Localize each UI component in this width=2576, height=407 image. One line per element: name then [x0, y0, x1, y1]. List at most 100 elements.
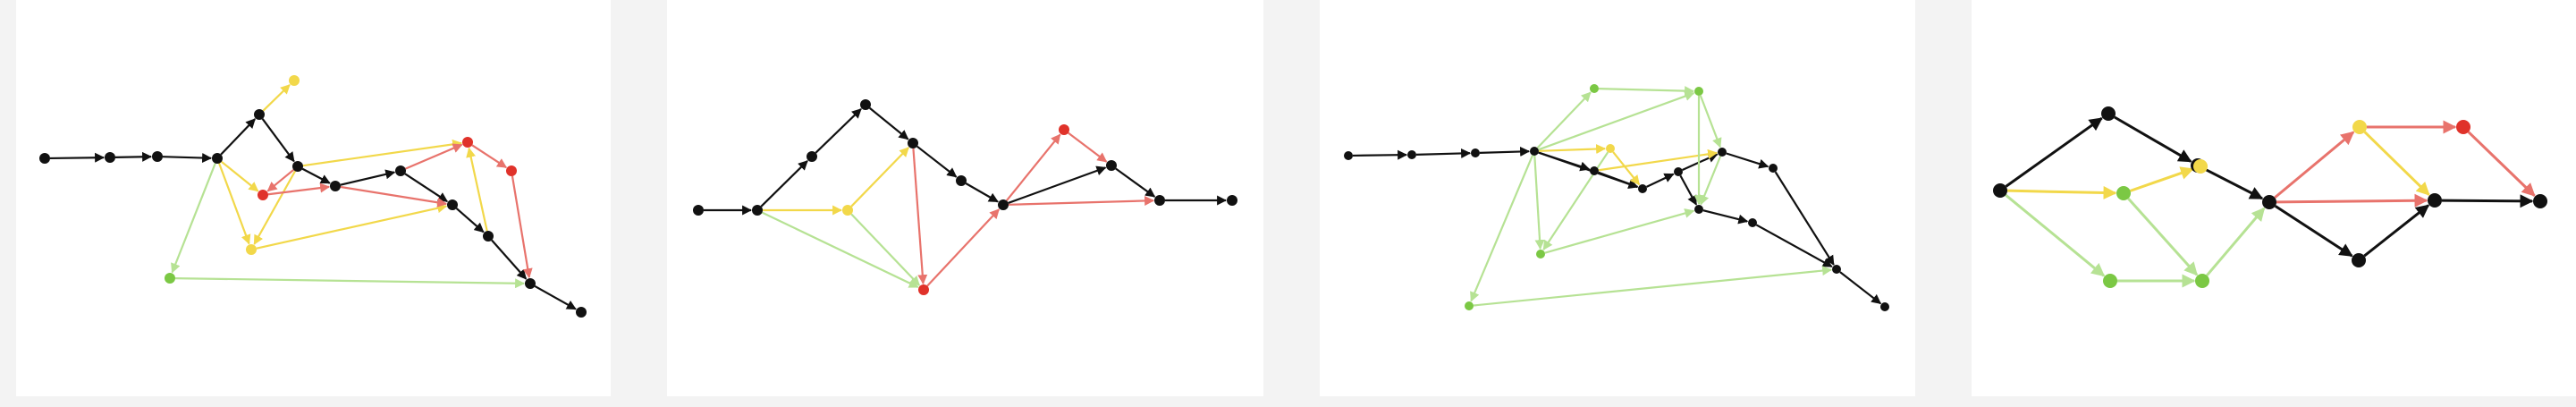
edge-r1-b7 — [927, 209, 999, 286]
node-c4 — [1530, 147, 1539, 156]
edge-c8-c10 — [1701, 157, 1720, 205]
edge-g1-g3 — [2128, 199, 2197, 275]
node-a2 — [105, 152, 115, 163]
node-b3 — [807, 151, 817, 162]
edge-c7-c10 — [1680, 175, 1696, 204]
edge-a10-a11 — [492, 240, 526, 278]
node-d2 — [2101, 106, 2116, 121]
node-r1 — [918, 284, 929, 295]
edge-a9-a10 — [457, 208, 484, 232]
node-a9 — [447, 199, 458, 210]
node-b1 — [693, 205, 704, 216]
node-c2 — [1407, 150, 1416, 159]
edge-a4-y2 — [219, 164, 249, 244]
edge-a7-a8 — [341, 173, 394, 185]
edge-d5-d6 — [2364, 206, 2428, 256]
edge-g2-c8 — [1701, 96, 1720, 148]
node-g3 — [2195, 274, 2209, 288]
node-g1 — [165, 273, 175, 284]
edge-c3-c4 — [1480, 151, 1529, 153]
edge-a6-y2 — [254, 171, 295, 244]
node-a3 — [152, 151, 163, 162]
edge-d1-g1 — [2007, 191, 2116, 193]
edge-a4-g1 — [173, 164, 215, 273]
edge-b7-b9 — [1009, 200, 1153, 205]
node-g2 — [2103, 274, 2117, 288]
node-b6 — [956, 175, 967, 186]
edge-a3-a4 — [163, 157, 211, 158]
edge-c8-c9 — [1727, 154, 1769, 167]
node-d6 — [2428, 193, 2442, 208]
edge-r2-r3 — [472, 145, 506, 167]
graph-panel-3 — [1320, 0, 1915, 396]
edge-d4-y2 — [2275, 132, 2353, 198]
edge-b2-b3 — [761, 161, 807, 207]
node-a4 — [212, 153, 223, 164]
edge-a6-a7 — [302, 169, 329, 183]
edge-c11-c12 — [1756, 225, 1831, 267]
edge-d1-g2 — [2006, 195, 2104, 276]
node-c7 — [1674, 167, 1683, 176]
edge-d4-d5 — [2276, 206, 2352, 256]
node-d4 — [2262, 195, 2276, 209]
node-b5 — [908, 138, 918, 148]
edge-y1-g3 — [1543, 152, 1608, 250]
graph-canvas-1 — [16, 0, 611, 396]
edge-a11-a12 — [535, 286, 576, 309]
node-a5 — [254, 109, 265, 120]
node-b2 — [752, 205, 763, 216]
edge-g1-g2 — [1599, 89, 1693, 91]
node-y1 — [1606, 144, 1615, 153]
node-d5 — [2352, 253, 2366, 267]
node-r1 — [2456, 120, 2470, 134]
edge-r3-a11 — [512, 176, 529, 277]
edge-b4-b5 — [870, 108, 908, 140]
graph-panel-1 — [16, 0, 611, 396]
edge-b8-b9 — [1116, 169, 1154, 197]
edge-b2-r1 — [762, 213, 917, 287]
edge-c10-c11 — [1703, 210, 1747, 221]
edge-b3-b4 — [815, 109, 861, 153]
edge-b5-r1 — [913, 148, 923, 284]
edge-r1-d7 — [2469, 132, 2535, 196]
edge-y2-a9 — [257, 207, 446, 249]
edge-a5-y1 — [263, 85, 290, 111]
node-b9 — [1154, 195, 1165, 206]
node-c1 — [1344, 151, 1353, 160]
node-g1 — [2116, 186, 2131, 200]
edge-g3-c10 — [1545, 211, 1693, 253]
node-a6 — [292, 161, 303, 172]
node-r1 — [258, 190, 268, 200]
edge-c6-c7 — [1647, 174, 1674, 187]
edge-g1-a11 — [175, 278, 524, 284]
node-g4 — [1465, 301, 1474, 310]
node-b4 — [860, 99, 871, 110]
edge-a1-a2 — [50, 157, 104, 158]
node-y1 — [2193, 159, 2208, 174]
node-a7 — [330, 181, 341, 191]
graph-canvas-2 — [667, 0, 1263, 396]
edge-a4-a5 — [221, 119, 255, 155]
node-a8 — [395, 165, 406, 176]
edge-a8-r2 — [406, 145, 462, 169]
edge-d6-d7 — [2442, 200, 2532, 201]
node-r2 — [1059, 124, 1069, 135]
edge-y1-r1 — [851, 214, 919, 285]
edge-c4-g4 — [1471, 156, 1533, 301]
edge-g3-d4 — [2207, 208, 2264, 276]
edge-g1-y1 — [2131, 169, 2193, 191]
edge-b7-r2 — [1007, 134, 1060, 200]
edge-a5-a6 — [263, 119, 294, 162]
node-c9 — [1769, 164, 1778, 173]
edge-c2-c3 — [1416, 153, 1470, 155]
node-c13 — [1880, 302, 1889, 311]
edge-d4-d6 — [2276, 200, 2427, 202]
edge-c1-c2 — [1353, 155, 1406, 156]
edge-a10-r2 — [469, 148, 486, 231]
edge-b7-b8 — [1009, 167, 1106, 203]
graph-canvas-4 — [1972, 0, 2576, 396]
edge-g4-c12 — [1474, 270, 1831, 306]
edge-c4-g3 — [1534, 156, 1540, 249]
node-y2 — [2352, 120, 2367, 134]
edge-b6-b7 — [966, 183, 998, 202]
